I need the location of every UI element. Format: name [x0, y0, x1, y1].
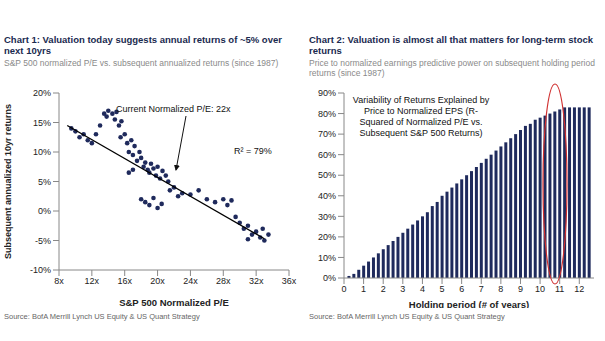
svg-text:0%: 0% [38, 206, 51, 216]
svg-text:70%: 70% [318, 129, 336, 139]
svg-text:11: 11 [555, 284, 564, 294]
svg-text:80%: 80% [318, 109, 336, 119]
svg-text:6: 6 [459, 284, 464, 294]
svg-text:40%: 40% [318, 191, 336, 201]
svg-text:5: 5 [440, 284, 445, 294]
svg-text:20%: 20% [318, 232, 336, 242]
svg-text:3: 3 [400, 284, 405, 294]
html-text:Variability of Returns Explain: Variability of Returns Explained by Pric… [352, 95, 490, 138]
svg-text:30%: 30% [318, 212, 336, 222]
html-text:Source: BofA Merrill Lynch US: Source: BofA Merrill Lynch US Equity & U… [309, 312, 505, 321]
svg-text:0: 0 [341, 284, 346, 294]
svg-text:9: 9 [518, 284, 523, 294]
svg-text:60%: 60% [318, 150, 336, 160]
svg-text:1: 1 [361, 284, 366, 294]
svg-text:28x: 28x [216, 276, 231, 286]
svg-text:50%: 50% [318, 170, 336, 180]
svg-text:8x: 8x [54, 276, 64, 286]
svg-text:0%: 0% [323, 273, 336, 283]
svg-text:10%: 10% [318, 253, 336, 263]
html-text:Chart 2: Valuation is almost a: Chart 2: Valuation is almost all that ma… [309, 34, 593, 56]
svg-text:-10%: -10% [30, 265, 51, 275]
svg-text:5%: 5% [38, 177, 51, 187]
svg-text:4: 4 [420, 284, 425, 294]
html-text:S&P 500 normalized P/E vs. sub: S&P 500 normalized P/E vs. subsequent an… [4, 58, 279, 68]
svg-text:7: 7 [479, 284, 484, 294]
svg-text:36x: 36x [282, 276, 297, 286]
svg-text:15%: 15% [33, 118, 51, 128]
svg-text:-5%: -5% [35, 236, 51, 246]
svg-text:S&P 500 Normalized P/E: S&P 500 Normalized P/E [119, 297, 229, 308]
svg-text:20x: 20x [150, 276, 165, 286]
svg-text:12: 12 [574, 284, 584, 294]
svg-text:16x: 16x [117, 276, 132, 286]
html-text:R² = 79%: R² = 79% [234, 146, 272, 156]
svg-text:20%: 20% [33, 88, 51, 98]
svg-text:90%: 90% [318, 88, 336, 98]
svg-text:24x: 24x [183, 276, 198, 286]
svg-text:12x: 12x [85, 276, 100, 286]
svg-text:Holding period (# of years): Holding period (# of years) [409, 299, 529, 308]
html-text:Current Normalized P/E: 22x: Current Normalized P/E: 22x [116, 104, 231, 114]
svg-text:Subsequent annualized 10yr ret: Subsequent annualized 10yr returns [8, 104, 13, 259]
html-text:Source: BofA Merrill Lynch US: Source: BofA Merrill Lynch US Equity & U… [4, 312, 200, 321]
svg-text:8: 8 [498, 284, 503, 294]
svg-text:10%: 10% [33, 147, 51, 157]
html-text:Chart 1: Valuation today sugge: Chart 1: Valuation today suggests annual… [4, 34, 282, 56]
svg-text:32x: 32x [249, 276, 264, 286]
svg-text:10: 10 [535, 284, 545, 294]
svg-text:2: 2 [381, 284, 386, 294]
html-text:Price to normalized earnings p: Price to normalized earnings predictive … [309, 58, 595, 78]
